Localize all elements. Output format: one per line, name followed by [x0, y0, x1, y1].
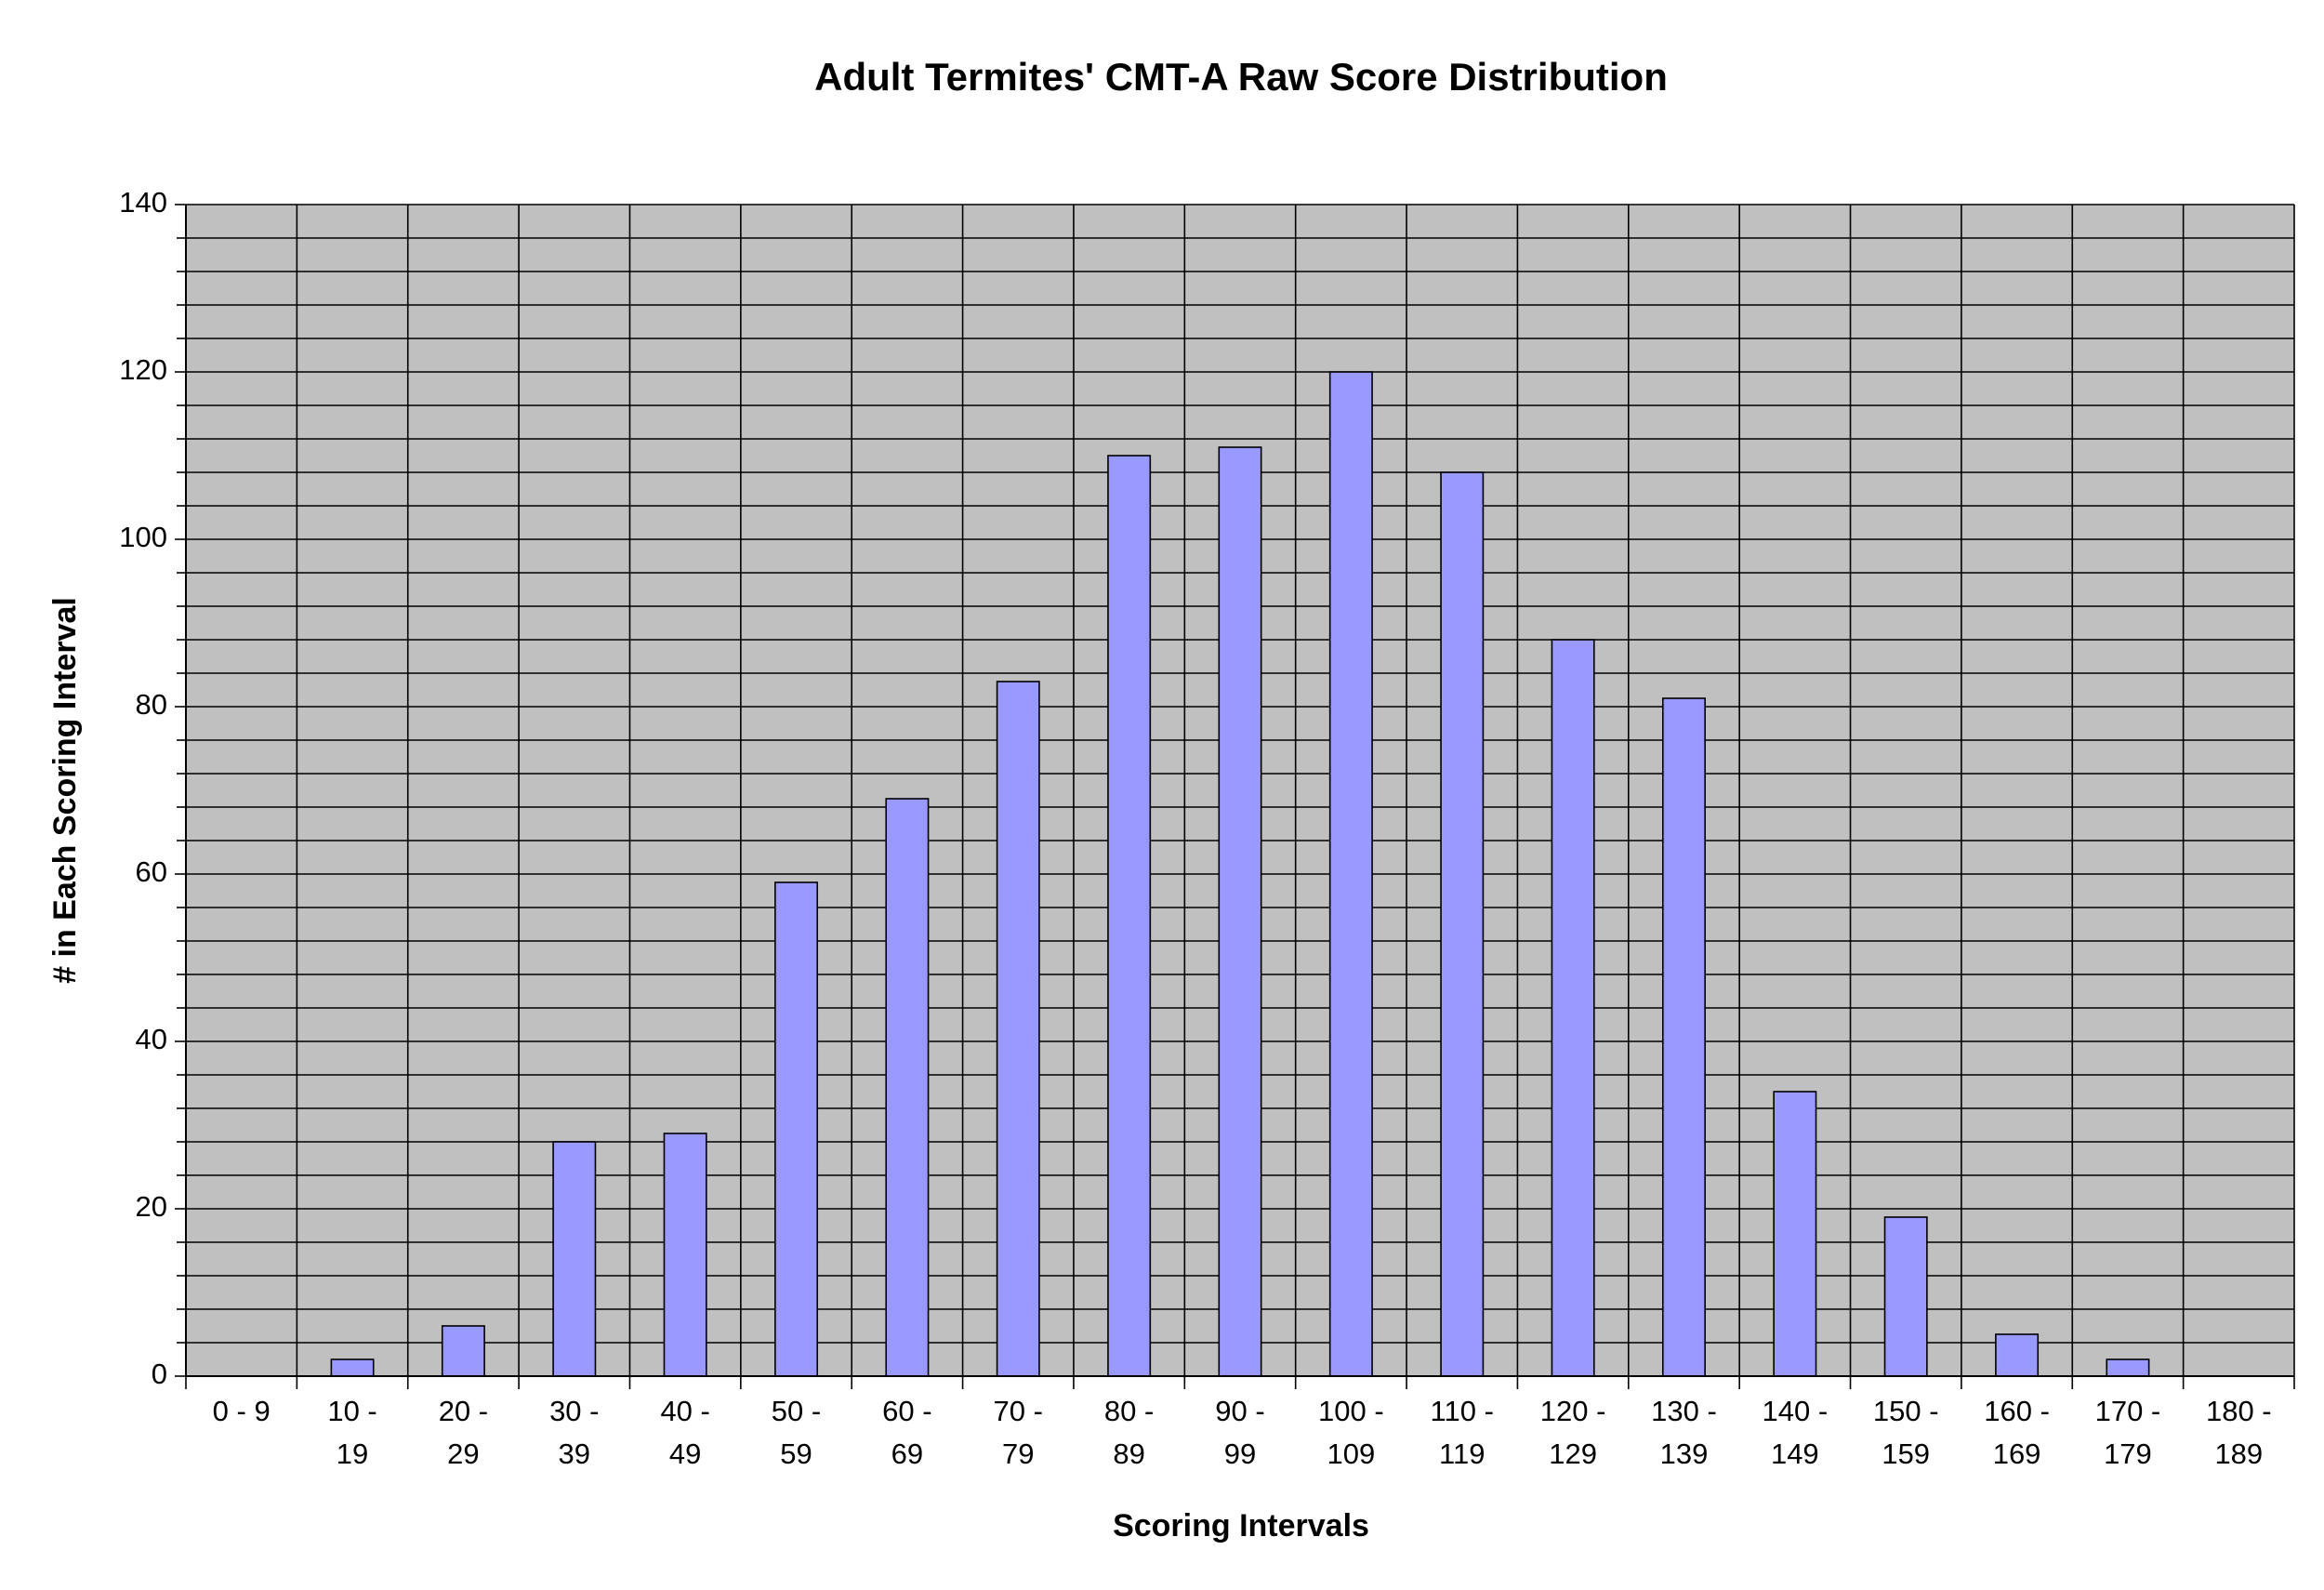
x-tick-label: 180 - 189 — [2205, 1395, 2272, 1470]
x-tick-label: 110 - 119 — [1430, 1395, 1494, 1470]
y-tick-label: 20 — [136, 1190, 167, 1223]
y-tick-label: 0 — [152, 1358, 167, 1390]
bar — [1661, 697, 1706, 1377]
bar — [1551, 639, 1595, 1377]
x-tick-label: 90 - 99 — [1215, 1395, 1265, 1470]
x-axis-label: Scoring Intervals — [1113, 1508, 1369, 1544]
y-axis-label: # in Each Scoring Interval — [47, 597, 83, 984]
y-tick-label: 80 — [136, 688, 167, 721]
bar — [1440, 471, 1485, 1377]
bar — [1883, 1216, 1928, 1377]
bar — [885, 798, 930, 1377]
y-tick-label: 120 — [119, 353, 167, 386]
y-tick-label: 140 — [119, 186, 167, 219]
x-tick-label: 140 - 149 — [1762, 1395, 1829, 1470]
bar — [2106, 1358, 2150, 1377]
bar — [663, 1133, 707, 1377]
x-tick-label: 0 - 9 — [212, 1395, 271, 1427]
bar — [330, 1358, 375, 1377]
bar — [1107, 455, 1152, 1377]
bar — [996, 681, 1040, 1377]
chart-title: Adult Termites' CMT-A Raw Score Distribu… — [814, 55, 1668, 99]
x-tick-label: 60 - 69 — [882, 1395, 932, 1470]
bar — [1773, 1091, 1817, 1377]
x-tick-label: 130 - 139 — [1651, 1395, 1717, 1470]
y-tick-label: 40 — [136, 1023, 167, 1055]
y-tick-label: 60 — [136, 855, 167, 888]
x-tick-label: 30 - 39 — [549, 1395, 600, 1470]
x-tick-label: 50 - 59 — [771, 1395, 822, 1470]
bar — [552, 1141, 597, 1377]
bar — [1328, 371, 1373, 1377]
y-tick-label: 100 — [119, 521, 167, 553]
bar — [1995, 1333, 2040, 1377]
bar — [774, 881, 819, 1377]
x-tick-label: 150 - 159 — [1872, 1395, 1939, 1470]
x-tick-label: 160 - 169 — [1984, 1395, 2050, 1470]
x-tick-label: 80 - 89 — [1103, 1395, 1155, 1470]
bar — [1218, 446, 1262, 1377]
x-tick-label: 40 - 49 — [660, 1395, 710, 1470]
x-tick-label: 20 - 29 — [438, 1395, 489, 1470]
x-tick-label: 70 - 79 — [993, 1395, 1043, 1470]
bar — [441, 1325, 485, 1377]
x-tick-label: 120 - 129 — [1539, 1395, 1606, 1470]
x-tick-label: 10 - 19 — [327, 1395, 377, 1470]
x-tick-label: 170 - 179 — [2094, 1395, 2161, 1470]
x-tick-label: 100 - 109 — [1318, 1395, 1384, 1470]
